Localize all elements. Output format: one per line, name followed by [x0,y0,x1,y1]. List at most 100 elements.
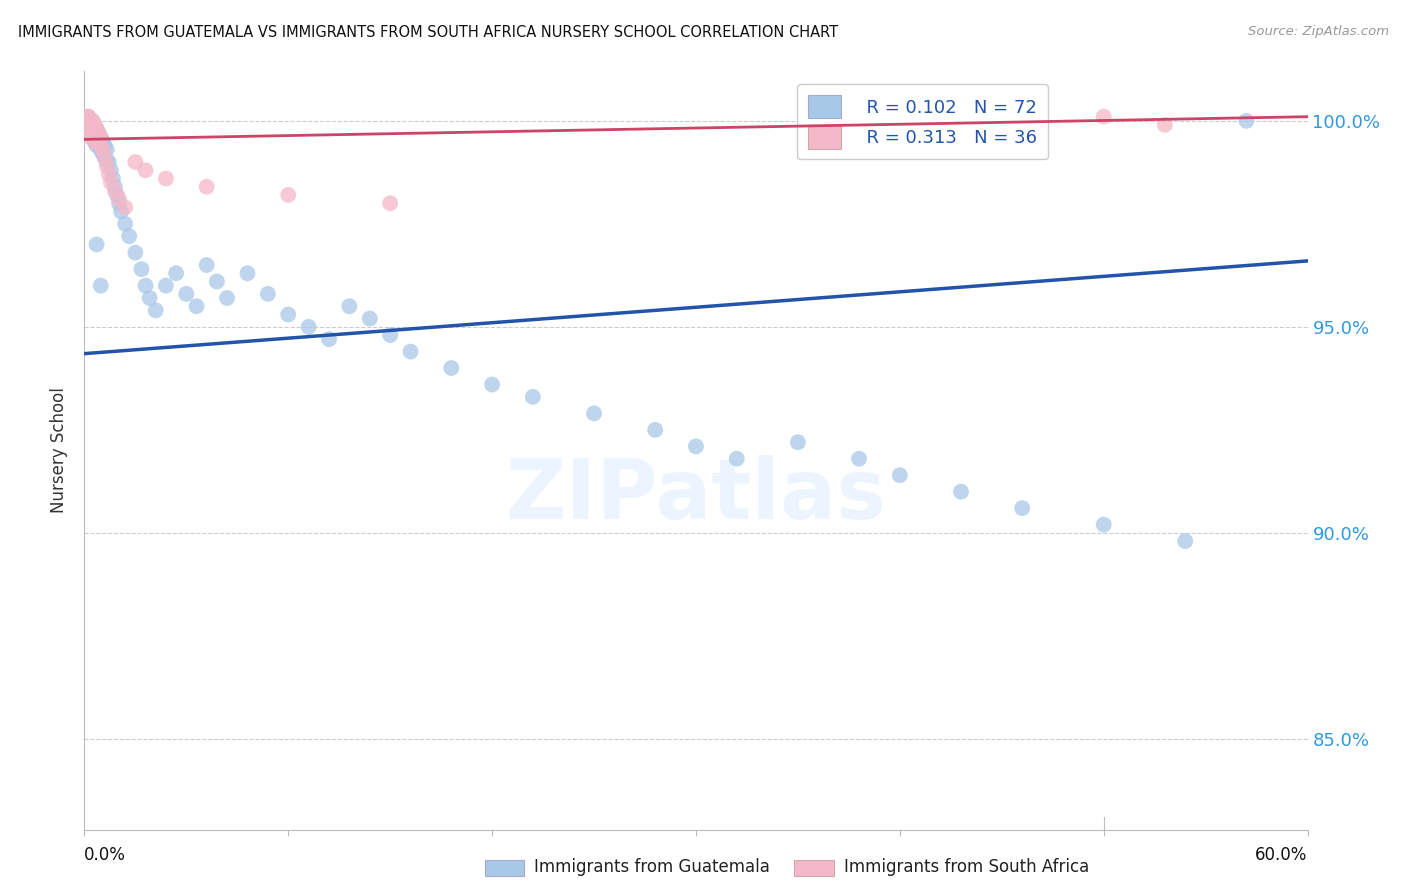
Point [83,126,105,140]
Point [96,143,118,157]
Point [380,196,402,211]
Point [86,122,108,136]
Point [124,155,146,169]
Point [685,439,707,453]
Point [75,118,97,132]
Point [277,308,299,322]
Point [131,262,153,277]
Point [87,135,110,149]
Text: Source: ZipAtlas.com: Source: ZipAtlas.com [1249,25,1389,38]
Text: 0.0%: 0.0% [84,846,127,864]
Point [96,155,118,169]
Point [79,113,101,128]
Point [87,126,110,140]
Point [217,291,239,305]
Point [90,130,112,145]
Point [583,406,606,420]
Point [145,303,167,318]
Point [90,138,112,153]
Point [82,130,104,145]
Point [135,163,157,178]
Point [86,138,108,153]
Point [75,110,97,124]
Point [91,135,114,149]
Point [101,171,124,186]
Point [359,311,381,326]
Point [108,192,131,206]
Point [93,151,115,165]
Point [135,278,157,293]
Point [77,122,100,136]
Text: Immigrants from South Africa: Immigrants from South Africa [844,858,1088,876]
Point [138,291,160,305]
Point [77,110,100,124]
Point [100,163,122,178]
Point [440,361,463,376]
Point [155,171,177,186]
Point [186,299,208,313]
Point [83,118,105,132]
Point [114,200,136,214]
Point [100,176,122,190]
Point [96,159,118,173]
Point [93,138,115,153]
Point [174,286,197,301]
Point [787,435,810,450]
Point [91,146,114,161]
Point [195,258,218,272]
Point [399,344,422,359]
Point [889,468,911,483]
Point [298,319,321,334]
Point [104,179,127,194]
Point [339,299,361,313]
Point [1236,113,1258,128]
Point [87,135,110,149]
Point [97,167,120,181]
Point [90,143,112,157]
Point [82,122,104,136]
Point [91,143,114,157]
Text: IMMIGRANTS FROM GUATEMALA VS IMMIGRANTS FROM SOUTH AFRICA NURSERY SCHOOL CORRELA: IMMIGRANTS FROM GUATEMALA VS IMMIGRANTS … [18,25,838,40]
Legend:   R = 0.102   N = 72,   R = 0.313   N = 36: R = 0.102 N = 72, R = 0.313 N = 36 [797,84,1047,160]
Point [86,130,108,145]
Point [1092,110,1115,124]
Text: Immigrants from Guatemala: Immigrants from Guatemala [534,858,770,876]
Point [83,126,105,140]
Point [86,122,108,136]
Point [522,390,544,404]
Point [93,151,115,165]
Point [105,188,128,202]
Point [79,126,101,140]
Point [950,484,973,499]
Point [82,113,104,128]
Point [75,118,97,132]
Point [108,196,131,211]
Point [257,286,280,301]
Point [110,204,132,219]
Point [77,118,100,132]
Point [1011,501,1033,516]
Point [205,275,228,289]
Point [79,130,101,145]
Point [79,113,101,128]
Point [1174,534,1197,549]
Point [1092,517,1115,532]
Point [118,229,141,244]
Point [318,332,340,346]
Point [114,217,136,231]
Point [277,188,299,202]
Point [481,377,503,392]
Point [124,245,146,260]
Point [155,278,177,293]
Point [644,423,666,437]
Point [77,126,100,140]
Point [86,237,108,252]
Point [82,113,104,128]
Text: ZIPatlas: ZIPatlas [506,456,886,536]
Point [83,135,105,149]
Point [725,451,748,466]
Point [82,122,104,136]
Point [1154,118,1177,132]
Y-axis label: Nursery School: Nursery School [51,387,69,514]
Point [848,451,870,466]
